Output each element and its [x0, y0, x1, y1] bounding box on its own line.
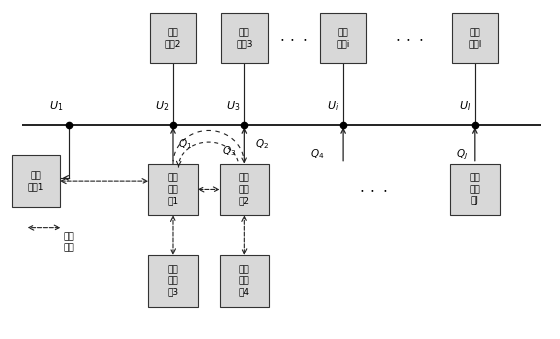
Text: 监测
装罢2: 监测 装罢2: [165, 28, 181, 48]
Text: 监测
装罢1: 监测 装罢1: [27, 171, 44, 191]
Text: $U_{3}$: $U_{3}$: [226, 99, 241, 113]
Bar: [220, 255, 269, 306]
Text: $Q_{3}$: $Q_{3}$: [222, 144, 237, 158]
Bar: [150, 13, 197, 63]
Text: 通信
线路: 通信 线路: [63, 233, 74, 253]
Text: $U_{1}$: $U_{1}$: [49, 99, 64, 113]
Text: $\cdot\,\cdot\,\cdot$: $\cdot\,\cdot\,\cdot$: [279, 31, 308, 46]
Text: 分布
式电
源J: 分布 式电 源J: [469, 174, 480, 205]
Text: $Q_{1}$: $Q_{1}$: [179, 138, 193, 152]
Text: 分布
式电
源1: 分布 式电 源1: [167, 174, 179, 205]
Bar: [148, 255, 198, 306]
Text: $Q_{J}$: $Q_{J}$: [456, 147, 468, 162]
Text: $\cdot\,\cdot\,\cdot$: $\cdot\,\cdot\,\cdot$: [359, 182, 388, 197]
Text: $Q_{4}$: $Q_{4}$: [310, 148, 325, 161]
Text: 分布
式电
源4: 分布 式电 源4: [239, 265, 250, 297]
Text: $U_{I}$: $U_{I}$: [459, 99, 471, 113]
Bar: [148, 164, 198, 215]
Bar: [450, 164, 500, 215]
Text: $Q_{2}$: $Q_{2}$: [255, 138, 269, 152]
Bar: [220, 164, 269, 215]
Text: 监测
装罢I: 监测 装罢I: [468, 28, 482, 48]
Bar: [221, 13, 268, 63]
Text: $U_{2}$: $U_{2}$: [155, 99, 169, 113]
Text: 分布
式电
源3: 分布 式电 源3: [167, 265, 179, 297]
Text: 监测
装罢3: 监测 装罢3: [236, 28, 253, 48]
Bar: [320, 13, 366, 63]
Text: $\cdot\,\cdot\,\cdot$: $\cdot\,\cdot\,\cdot$: [395, 31, 423, 46]
Text: $U_{i}$: $U_{i}$: [327, 99, 339, 113]
Bar: [12, 155, 60, 207]
Bar: [451, 13, 498, 63]
Text: 监测
装罢i: 监测 装罢i: [337, 28, 350, 48]
Text: 分布
式电
源2: 分布 式电 源2: [239, 174, 250, 205]
